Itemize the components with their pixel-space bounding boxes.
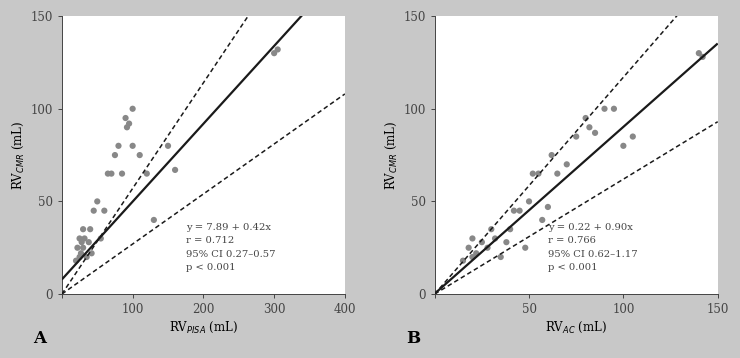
Point (583, 125, 595, 130)
Point (519, 245, 531, 251)
Point (127, 106, 138, 112)
Point (466, 236, 478, 241)
Point (123, 121, 135, 126)
Point (489, 236, 501, 241)
Point (571, 134, 582, 139)
Point (272, 47, 283, 52)
Point (545, 152, 557, 158)
Point (617, 143, 629, 149)
Point (112, 143, 124, 149)
Point (599, 106, 610, 112)
Point (70, 258, 82, 263)
Point (608, 106, 620, 112)
Point (514, 208, 525, 213)
Point (109, 152, 121, 158)
Point (141, 171, 152, 176)
Point (74, 254, 86, 260)
Point (83, 239, 95, 245)
Point (72, 245, 84, 251)
Point (500, 239, 512, 245)
Point (95, 236, 107, 241)
X-axis label: RV$_{AC}$ (mL): RV$_{AC}$ (mL) (545, 320, 608, 335)
Point (696, 54, 708, 60)
Point (120, 115, 132, 121)
Text: A: A (33, 330, 47, 347)
Point (121, 125, 133, 130)
Text: B: B (406, 330, 420, 347)
Point (116, 171, 128, 176)
Point (127, 143, 138, 149)
Y-axis label: RV$_{CMR}$ (mL): RV$_{CMR}$ (mL) (11, 120, 27, 190)
Point (476, 239, 488, 245)
Point (134, 152, 146, 158)
Text: y = 0.22 + 0.90x
r = 0.766
95% CI 0.62–1.17
p < 0.001: y = 0.22 + 0.90x r = 0.766 95% CI 0.62–1… (548, 223, 638, 272)
Point (466, 254, 478, 260)
Point (162, 143, 174, 149)
Point (589, 130, 601, 136)
X-axis label: RV$_{PISA}$ (mL): RV$_{PISA}$ (mL) (169, 320, 238, 335)
Point (98, 208, 110, 213)
Point (533, 171, 545, 176)
Point (88, 208, 100, 213)
Point (75, 251, 87, 256)
Y-axis label: RV$_{CMR}$ (mL): RV$_{CMR}$ (mL) (384, 120, 399, 190)
Point (504, 226, 516, 232)
Point (495, 254, 507, 260)
Point (268, 50, 280, 56)
Point (579, 115, 591, 121)
Point (102, 171, 114, 176)
Point (527, 171, 539, 176)
Point (542, 204, 554, 210)
Point (627, 134, 639, 139)
Point (536, 217, 548, 223)
Point (75, 239, 87, 245)
Point (462, 245, 474, 251)
Point (169, 167, 181, 173)
Point (551, 171, 563, 176)
Point (485, 226, 497, 232)
Point (77, 245, 89, 251)
Point (74, 236, 86, 241)
Point (81, 254, 92, 260)
Point (523, 199, 535, 204)
Point (91, 199, 103, 204)
Text: y = 7.89 + 0.42x
r = 0.712
95% CI 0.27–0.57
p < 0.001: y = 7.89 + 0.42x r = 0.712 95% CI 0.27–0… (186, 223, 276, 272)
Point (86, 251, 98, 256)
Point (561, 161, 573, 167)
Point (693, 50, 704, 56)
Point (457, 258, 469, 263)
Point (148, 217, 160, 223)
Point (84, 226, 96, 232)
Point (77, 226, 89, 232)
Point (508, 208, 520, 213)
Point (106, 171, 118, 176)
Point (471, 251, 482, 256)
Point (482, 245, 494, 251)
Point (78, 236, 90, 241)
